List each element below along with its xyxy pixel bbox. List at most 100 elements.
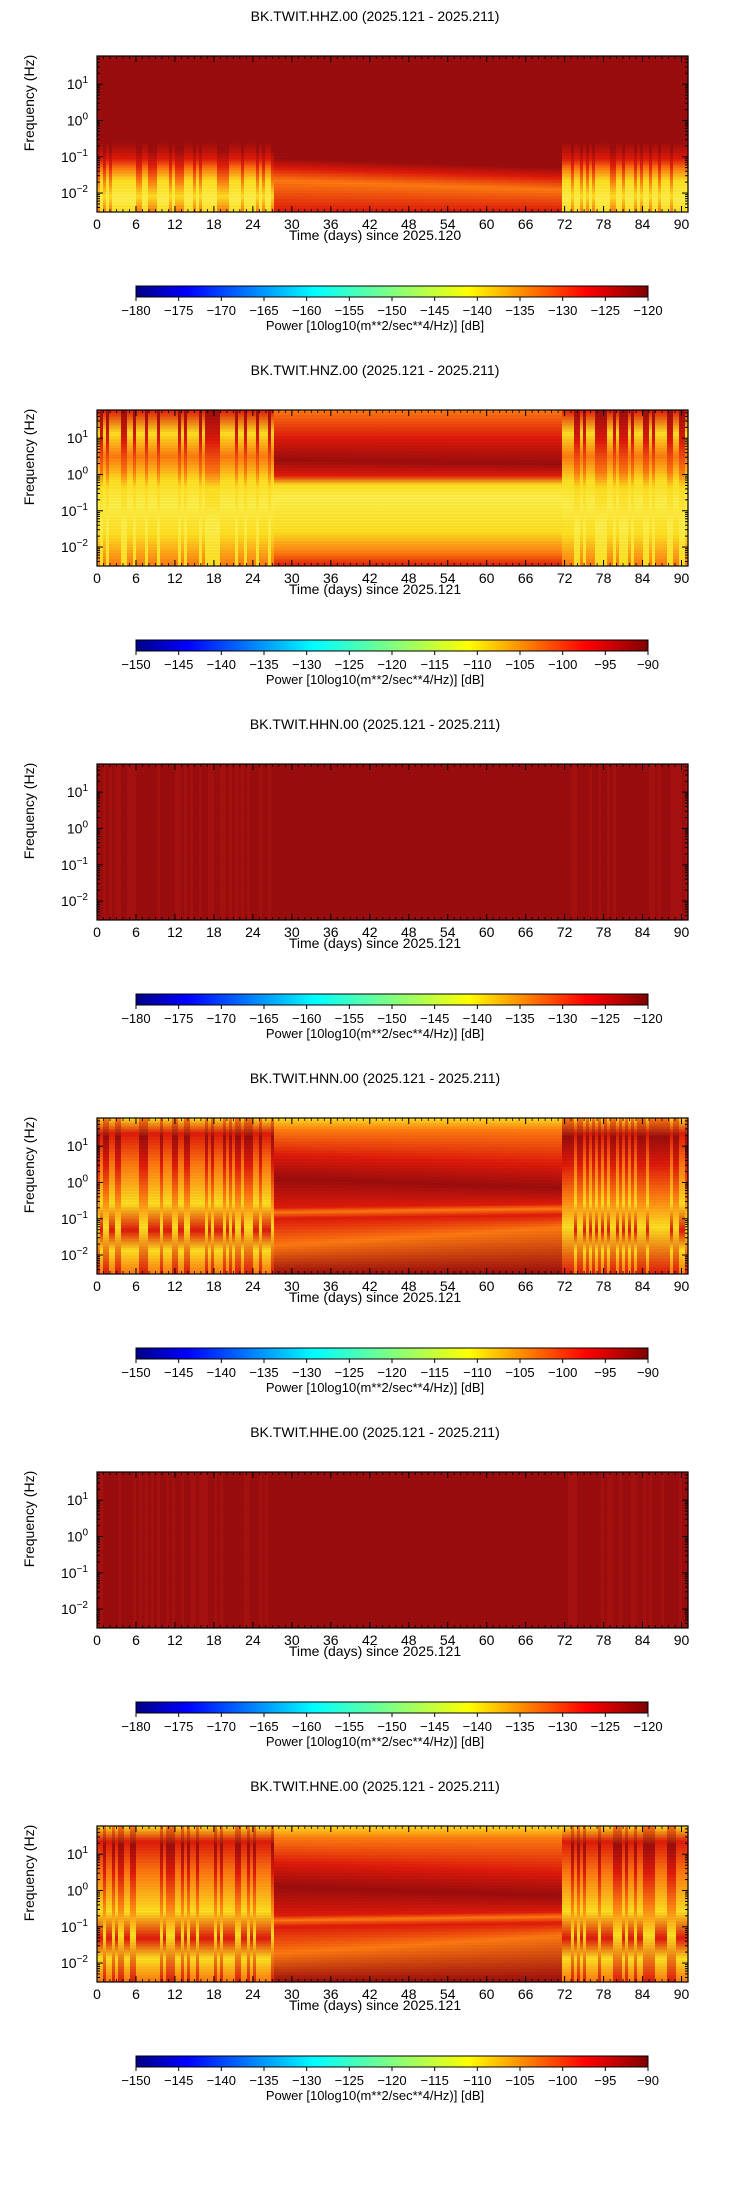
- heatmap-column: [277, 56, 281, 212]
- heatmap-column: [124, 1472, 128, 1628]
- heatmap-column: [190, 764, 194, 920]
- heatmap-column: [643, 410, 647, 566]
- heatmap-column: [628, 410, 632, 566]
- heatmap-column: [391, 1118, 395, 1274]
- x-tick-label: 54: [440, 1986, 456, 2002]
- heatmap-column: [595, 1472, 599, 1628]
- heatmap-column: [145, 410, 149, 566]
- heatmap-column: [667, 1118, 671, 1274]
- heatmap-column: [616, 764, 620, 920]
- heatmap-column: [682, 1118, 686, 1274]
- heatmap-column: [589, 1826, 593, 1982]
- heatmap-column: [418, 56, 422, 212]
- heatmap-column: [517, 410, 521, 566]
- heatmap-column: [325, 56, 329, 212]
- heatmap-column: [424, 1472, 428, 1628]
- heatmap-column: [418, 1472, 422, 1628]
- heatmap-column: [574, 764, 578, 920]
- x-tick-label: 36: [323, 570, 339, 586]
- heatmap-column: [610, 1118, 614, 1274]
- x-tick-label: 12: [167, 1632, 183, 1648]
- heatmap-column: [97, 764, 101, 920]
- y-tick-label: 10−1: [61, 1918, 88, 1935]
- x-axis-label: Time (days) since 2025.121: [288, 581, 462, 597]
- heatmap-column: [592, 56, 596, 212]
- heatmap-column: [286, 764, 290, 920]
- heatmap-column: [559, 1118, 563, 1274]
- heatmap-column: [97, 1472, 101, 1628]
- heatmap-column: [505, 1826, 509, 1982]
- heatmap-column: [172, 1118, 176, 1274]
- heatmap-column: [412, 56, 416, 212]
- x-tick-label: 18: [206, 570, 222, 586]
- heatmap-column: [601, 410, 605, 566]
- colorbar-tick-label: −95: [594, 657, 616, 672]
- heatmap-column: [223, 56, 227, 212]
- heatmap-column: [598, 1472, 602, 1628]
- colorbar-tick-label: −120: [377, 1365, 406, 1380]
- heatmap-column: [334, 1472, 338, 1628]
- heatmap-column: [568, 410, 572, 566]
- heatmap-column: [544, 1472, 548, 1628]
- heatmap-column: [97, 1118, 101, 1274]
- heatmap-column: [151, 410, 155, 566]
- heatmap-column: [658, 1118, 662, 1274]
- heatmap-column: [397, 1118, 401, 1274]
- heatmap-column: [514, 410, 518, 566]
- heatmap-column: [436, 410, 440, 566]
- heatmap-column: [517, 1472, 521, 1628]
- heatmap-column: [523, 1472, 527, 1628]
- heatmap-column: [460, 1472, 464, 1628]
- heatmap-column: [652, 1826, 656, 1982]
- x-tick-label: 24: [245, 216, 261, 232]
- heatmap-column: [163, 764, 167, 920]
- heatmap-column: [157, 56, 161, 212]
- heatmap-column: [166, 410, 170, 566]
- heatmap-column: [127, 1826, 131, 1982]
- heatmap-column: [376, 764, 380, 920]
- x-tick-label: 12: [167, 1278, 183, 1294]
- x-tick-label: 42: [362, 1632, 378, 1648]
- x-tick-label: 54: [440, 1632, 456, 1648]
- heatmap-column: [241, 1826, 245, 1982]
- heatmap-column: [205, 1118, 209, 1274]
- heatmap-column: [424, 410, 428, 566]
- heatmap-column: [349, 410, 353, 566]
- heatmap-column: [457, 764, 461, 920]
- heatmap-column: [637, 1118, 641, 1274]
- x-tick-label: 6: [132, 1632, 140, 1648]
- heatmap-column: [199, 410, 203, 566]
- heatmap-column: [319, 1118, 323, 1274]
- heatmap-column: [655, 410, 659, 566]
- heatmap-column: [424, 56, 428, 212]
- heatmap-column: [247, 1472, 251, 1628]
- heatmap-column: [316, 764, 320, 920]
- heatmap-column: [208, 56, 212, 212]
- heatmap-column: [340, 56, 344, 212]
- heatmap-column: [115, 1826, 119, 1982]
- heatmap-column: [613, 764, 617, 920]
- heatmap-column: [634, 1118, 638, 1274]
- heatmap-column: [646, 1118, 650, 1274]
- colorbar-label: Power [10log10(m**2/sec**4/Hz)] [dB]: [265, 1026, 485, 1041]
- heatmap-column: [619, 410, 623, 566]
- heatmap-column: [142, 1118, 146, 1274]
- colorbar-tick-label: −145: [420, 1719, 449, 1734]
- heatmap-column: [307, 1118, 311, 1274]
- heatmap-column: [646, 410, 650, 566]
- heatmap-column: [460, 1118, 464, 1274]
- heatmap-column: [658, 1826, 662, 1982]
- heatmap-column: [253, 1472, 257, 1628]
- heatmap-column: [379, 1118, 383, 1274]
- heatmap-column: [661, 1472, 665, 1628]
- heatmap-column: [103, 56, 107, 212]
- y-tick-label: 10−2: [61, 1246, 88, 1263]
- heatmap-column: [544, 1826, 548, 1982]
- heatmap-column: [262, 410, 266, 566]
- heatmap-column: [430, 764, 434, 920]
- heatmap-column: [406, 1472, 410, 1628]
- heatmap-column: [526, 1826, 530, 1982]
- heatmap-column: [307, 764, 311, 920]
- heatmap-column: [232, 1826, 236, 1982]
- heatmap-column: [97, 410, 101, 566]
